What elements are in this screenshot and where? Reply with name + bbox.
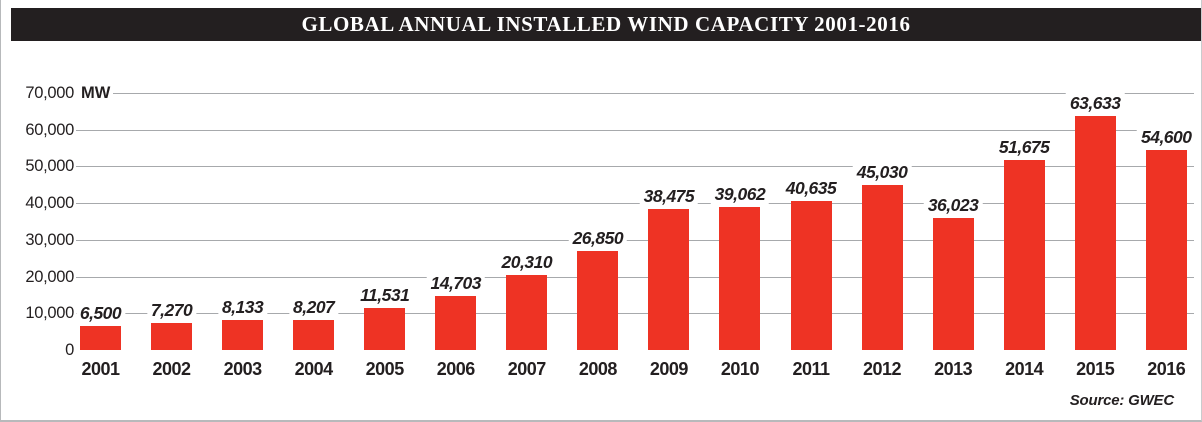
- bar-value-label: 45,030: [852, 161, 912, 182]
- y-tick-label: 50,000: [25, 157, 74, 176]
- x-tick-label: 2004: [294, 359, 334, 379]
- bar-2011: [790, 200, 832, 350]
- y-tick-label: 10,000: [25, 304, 74, 323]
- bar-2014: [1003, 160, 1045, 350]
- bar-value-label: 38,475: [639, 185, 699, 206]
- bar-value-label: 20,310: [497, 252, 557, 273]
- x-tick-label: 2008: [578, 359, 618, 379]
- bar-2010: [719, 206, 761, 350]
- x-tick-label: 2001: [81, 359, 120, 379]
- bar-value-label: 39,062: [710, 183, 770, 204]
- bar-value-label: 36,023: [923, 194, 983, 215]
- x-tick-label: 2011: [792, 359, 830, 379]
- x-tick-label: 2005: [365, 359, 405, 379]
- bar-value-label: 54,600: [1136, 126, 1196, 147]
- x-tick-label: 2007: [507, 359, 547, 379]
- bar-2013: [932, 217, 974, 350]
- gridline: [76, 129, 1194, 131]
- bar-value-label: 8,133: [217, 297, 268, 318]
- bar-value-label: 7,270: [146, 300, 197, 321]
- y-tick-label: 70,000: [25, 83, 74, 102]
- y-tick-label: 40,000: [25, 193, 74, 212]
- bar-value-label: 40,635: [781, 177, 841, 198]
- bar-2004: [293, 319, 335, 350]
- gridline: [76, 313, 1194, 315]
- bar-2016: [1145, 149, 1187, 350]
- bar-2012: [861, 184, 903, 350]
- y-tick-label: 20,000: [25, 267, 74, 286]
- x-tick-label: 2010: [720, 359, 760, 379]
- x-tick-label: 2015: [1076, 359, 1115, 379]
- gridline: [76, 239, 1194, 241]
- bar-value-label: 8,207: [288, 296, 339, 317]
- bar-2006: [435, 296, 477, 350]
- bar-value-label: 14,703: [426, 273, 486, 294]
- x-tick-label: 2014: [1005, 359, 1044, 379]
- bar-value-label: 63,633: [1065, 93, 1125, 114]
- y-tick-label: 0: [65, 340, 74, 359]
- bar-value-label: 51,675: [994, 137, 1054, 158]
- bar-2007: [506, 275, 548, 350]
- y-tick-label: 60,000: [25, 120, 74, 139]
- bar-2003: [222, 320, 264, 350]
- chart-title: GLOBAL ANNUAL INSTALLED WIND CAPACITY 20…: [301, 12, 911, 36]
- gridline: [76, 203, 1194, 205]
- bar-2005: [364, 307, 406, 350]
- x-tick-label: 2003: [223, 359, 263, 379]
- bar-2008: [577, 251, 619, 350]
- gridline: [113, 93, 1194, 94]
- y-tick-label: 30,000: [25, 230, 74, 249]
- bar-2009: [648, 208, 690, 350]
- bar-2015: [1074, 116, 1116, 350]
- y-axis-unit-label: MW: [81, 83, 111, 102]
- bar-2001: [80, 326, 121, 350]
- x-tick-label: 2016: [1147, 359, 1186, 379]
- x-tick-label: 2012: [863, 359, 902, 379]
- gridline: [76, 166, 1194, 168]
- x-tick-label: 2006: [436, 359, 476, 379]
- bar-value-label: 26,850: [568, 228, 628, 249]
- bar-2002: [151, 323, 193, 350]
- source-attribution: Source: GWEC: [1069, 392, 1174, 409]
- bar-value-label: 6,500: [75, 303, 126, 324]
- x-tick-label: 2002: [152, 359, 192, 379]
- chart-title-bar: GLOBAL ANNUAL INSTALLED WIND CAPACITY 20…: [11, 8, 1201, 41]
- x-tick-label: 2009: [649, 359, 689, 379]
- bar-value-label: 11,531: [356, 284, 414, 305]
- gridline: [76, 276, 1194, 278]
- x-tick-label: 2013: [934, 359, 973, 379]
